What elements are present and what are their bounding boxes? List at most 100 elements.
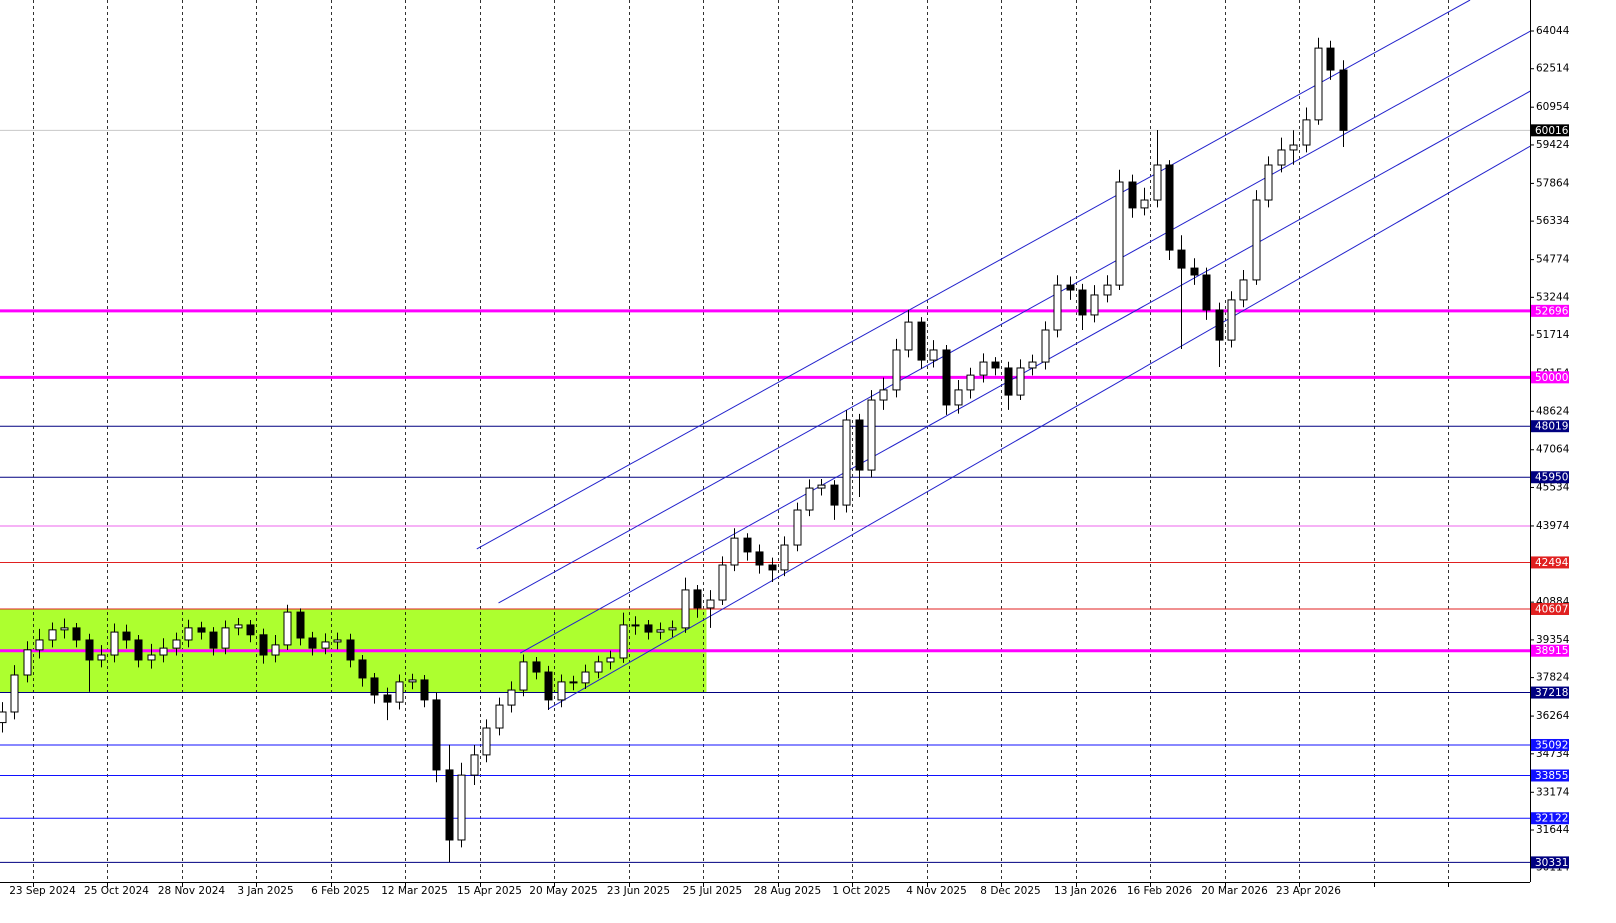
price-tag bbox=[1531, 556, 1569, 569]
candle-body bbox=[706, 599, 715, 609]
candle-body bbox=[482, 727, 491, 756]
channel-line bbox=[498, 30, 1530, 604]
y-tick-label: 36264 bbox=[1536, 710, 1570, 722]
price-tag-label: 38915 bbox=[1535, 645, 1568, 657]
x-tick-label: 1 Oct 2025 bbox=[832, 885, 890, 897]
candle-body bbox=[668, 627, 677, 631]
x-tick-label: 23 Apr 2026 bbox=[1276, 885, 1341, 897]
candle-body bbox=[693, 589, 702, 609]
candle-body bbox=[1215, 309, 1224, 341]
candle-body bbox=[1004, 367, 1013, 396]
candle-body bbox=[718, 564, 727, 601]
candle-body bbox=[221, 627, 230, 649]
candle-body bbox=[656, 629, 665, 633]
y-tick-label: 62514 bbox=[1536, 63, 1570, 75]
candle-body bbox=[48, 629, 57, 641]
candle-body bbox=[246, 624, 255, 636]
candle-body bbox=[730, 537, 739, 566]
candle-body bbox=[85, 639, 94, 661]
candle-body bbox=[1239, 279, 1248, 301]
candle-body bbox=[681, 589, 690, 629]
candle-body bbox=[544, 671, 553, 701]
price-tag bbox=[1531, 420, 1569, 433]
candle-body bbox=[1302, 119, 1311, 146]
price-tag bbox=[1531, 856, 1569, 869]
y-tick-label: 31644 bbox=[1536, 824, 1570, 836]
candle-body bbox=[1252, 199, 1261, 281]
channel-line bbox=[547, 145, 1530, 710]
y-tick-label: 39354 bbox=[1536, 634, 1570, 646]
candle-body bbox=[1078, 289, 1087, 316]
candle-body bbox=[619, 624, 628, 659]
price-tag-label: 35092 bbox=[1535, 739, 1568, 751]
channel-line bbox=[520, 90, 1530, 654]
x-tick-label: 28 Aug 2025 bbox=[754, 885, 821, 897]
price-tag bbox=[1531, 371, 1569, 384]
candle-body bbox=[1277, 149, 1286, 166]
y-tick-label: 54774 bbox=[1536, 254, 1570, 266]
y-tick-label: 51714 bbox=[1536, 329, 1570, 341]
candle-body bbox=[259, 634, 268, 656]
candle-body bbox=[296, 611, 305, 639]
candle-body bbox=[1314, 47, 1323, 121]
candle-body bbox=[1289, 144, 1298, 151]
candle-body bbox=[805, 487, 814, 511]
candle-body bbox=[606, 657, 615, 663]
y-tick-label: 43974 bbox=[1536, 520, 1570, 532]
candle-body bbox=[470, 754, 479, 776]
candle-body bbox=[867, 399, 876, 471]
candle-body bbox=[147, 654, 156, 661]
candle-body bbox=[979, 361, 988, 376]
candle-body bbox=[557, 681, 566, 701]
y-tick-label: 45534 bbox=[1536, 481, 1570, 493]
candle-body bbox=[134, 639, 143, 661]
candle-body bbox=[271, 644, 280, 656]
candle-body bbox=[197, 627, 206, 633]
price-tag-label: 37218 bbox=[1535, 687, 1568, 699]
price-tag bbox=[1531, 812, 1569, 825]
x-tick-label: 6 Feb 2025 bbox=[311, 885, 370, 897]
candle-body bbox=[594, 661, 603, 673]
candle-body bbox=[581, 671, 590, 684]
candle-body bbox=[1165, 164, 1174, 251]
candle-body bbox=[954, 389, 963, 406]
x-tick-label: 3 Jan 2025 bbox=[237, 885, 293, 897]
candle-body bbox=[855, 419, 864, 471]
candle-body bbox=[644, 624, 653, 633]
price-tag bbox=[1531, 738, 1569, 751]
price-tag-label: 48019 bbox=[1535, 421, 1568, 433]
candle-body bbox=[97, 654, 106, 661]
candle-body bbox=[72, 627, 81, 641]
candle-body bbox=[817, 484, 826, 489]
x-tick-label: 12 Mar 2025 bbox=[381, 885, 448, 897]
candle-body bbox=[495, 704, 504, 729]
candle-body bbox=[532, 661, 541, 673]
candle-body bbox=[743, 537, 752, 553]
candle-body bbox=[234, 624, 243, 629]
candle-body bbox=[519, 661, 528, 691]
y-tick-label: 37824 bbox=[1536, 672, 1570, 684]
price-tag-label: 42494 bbox=[1535, 557, 1569, 569]
price-tag-label: 32122 bbox=[1535, 813, 1568, 825]
candle-body bbox=[35, 639, 44, 651]
x-tick-label: 25 Oct 2024 bbox=[84, 885, 149, 897]
price-tag-label: 60016 bbox=[1535, 125, 1569, 137]
candle-body bbox=[358, 659, 367, 679]
y-tick-label: 60954 bbox=[1536, 101, 1570, 113]
candle-body bbox=[1140, 199, 1149, 209]
candle-body bbox=[346, 639, 355, 661]
y-tick-label: 48624 bbox=[1536, 405, 1570, 417]
candle-body bbox=[23, 649, 32, 676]
candle-body bbox=[209, 631, 218, 649]
candle-body bbox=[184, 627, 193, 641]
y-tick-label: 59424 bbox=[1536, 139, 1570, 151]
price-tag-label: 33855 bbox=[1535, 770, 1568, 782]
candle-body bbox=[172, 639, 181, 649]
price-tag-label: 45950 bbox=[1535, 472, 1568, 484]
candle-body bbox=[1090, 294, 1099, 316]
candle-body bbox=[432, 699, 441, 771]
candle-body bbox=[159, 647, 168, 656]
x-tick-label: 25 Jul 2025 bbox=[683, 885, 742, 897]
price-tag-label: 50000 bbox=[1535, 372, 1568, 384]
candle-body bbox=[321, 641, 330, 649]
